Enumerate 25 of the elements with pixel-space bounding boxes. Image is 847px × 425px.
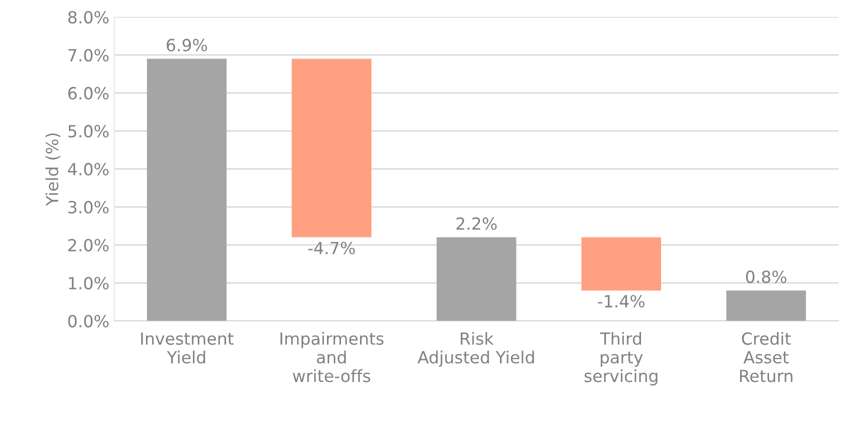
y-tick-label: 3.0% bbox=[68, 200, 109, 214]
y-tick-label: 7.0% bbox=[68, 48, 109, 62]
x-tick-label: Credit Asset Return bbox=[740, 332, 792, 382]
data-label: -1.4% bbox=[598, 294, 645, 308]
bar bbox=[292, 58, 372, 238]
y-tick-label: 8.0% bbox=[68, 10, 109, 24]
y-axis-title: Yield (%) bbox=[45, 133, 60, 206]
x-tick-label: Risk Adjusted Yield bbox=[418, 332, 534, 367]
x-tick-label: Impairments and write-offs bbox=[280, 332, 384, 382]
bar bbox=[146, 58, 227, 321]
x-tick-label: Investment Yield bbox=[141, 332, 234, 364]
y-tick-label: 6.0% bbox=[68, 86, 109, 100]
y-tick-label: 2.0% bbox=[68, 238, 109, 252]
data-label: 0.8% bbox=[746, 270, 786, 284]
bar bbox=[436, 237, 516, 321]
bar bbox=[581, 237, 662, 290]
y-tick-label: 0.0% bbox=[68, 314, 109, 328]
y-tick-label: 1.0% bbox=[68, 276, 109, 290]
y-tick-label: 4.0% bbox=[68, 162, 109, 176]
x-tick-label: Third party servicing bbox=[584, 332, 658, 386]
bar bbox=[726, 290, 806, 321]
data-label: 6.9% bbox=[166, 38, 208, 52]
data-label: -4.7% bbox=[308, 242, 355, 254]
y-tick-label: 5.0% bbox=[68, 124, 109, 138]
data-label: 2.2% bbox=[456, 217, 497, 230]
